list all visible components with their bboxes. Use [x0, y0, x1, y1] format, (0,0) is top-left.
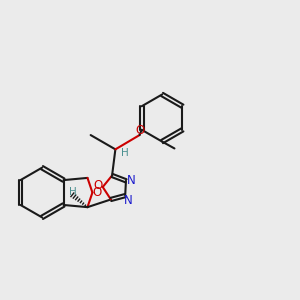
Text: H: H [69, 187, 77, 197]
Text: H: H [121, 148, 128, 158]
Text: O: O [92, 186, 102, 199]
Text: N: N [127, 174, 136, 187]
Text: O: O [94, 179, 103, 192]
Text: O: O [136, 124, 145, 137]
Text: N: N [124, 194, 133, 207]
